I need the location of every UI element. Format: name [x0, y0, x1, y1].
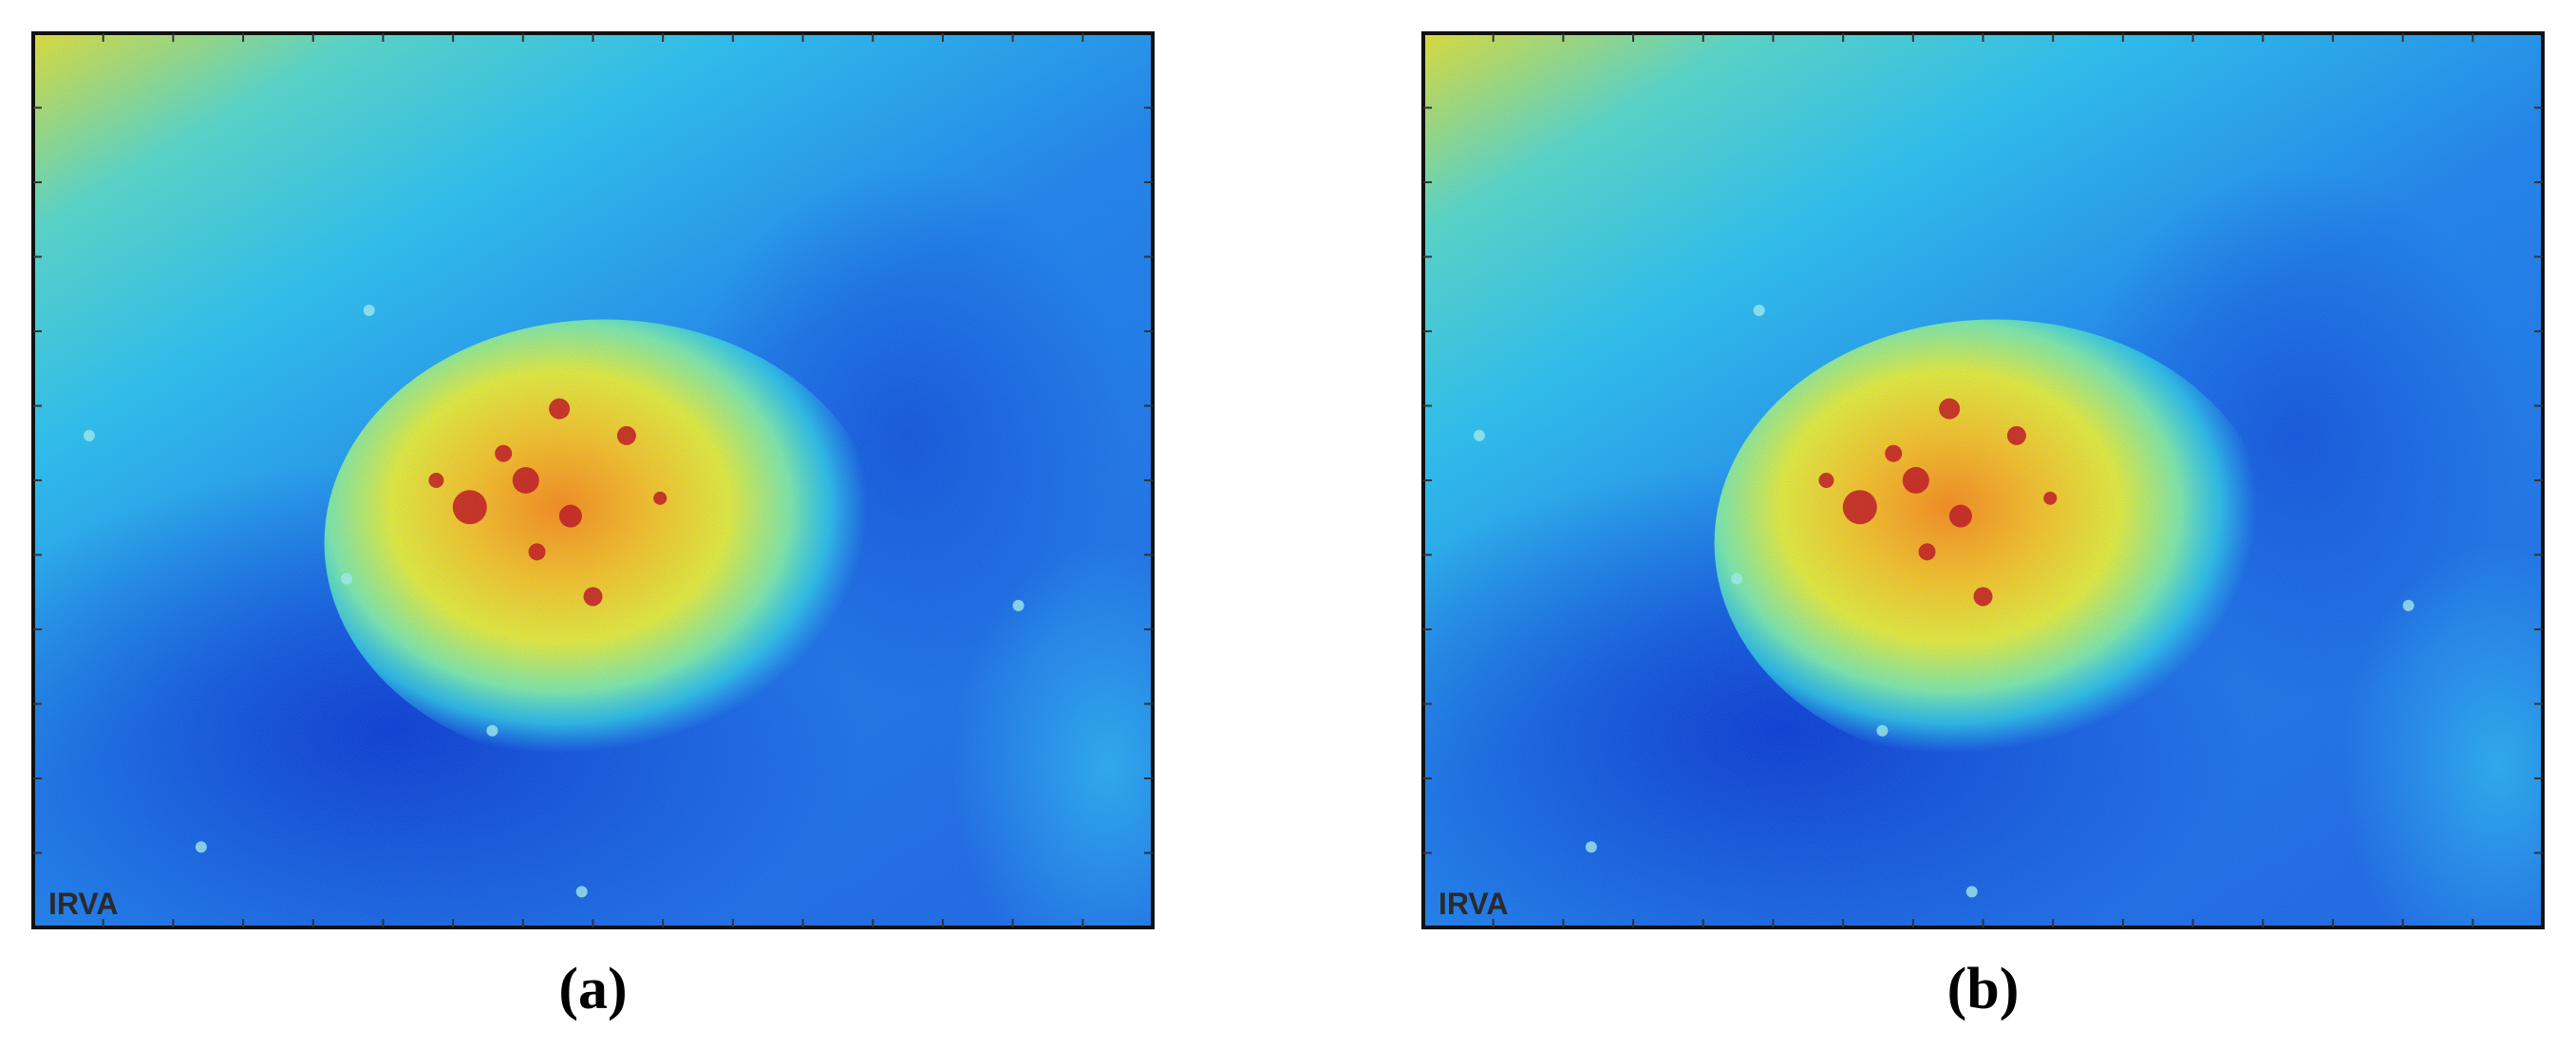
panel: IRVA	[31, 31, 1155, 929]
panel-caption: (b)	[1947, 957, 2020, 1021]
noise	[33, 33, 1153, 927]
heatmap	[33, 33, 1153, 927]
panel: IRVA	[1421, 31, 2545, 929]
overlay-label: IRVA	[48, 887, 119, 921]
overlay-label: IRVA	[1438, 887, 1509, 921]
panel-caption: (a)	[558, 957, 627, 1021]
heatmap	[1423, 33, 2543, 927]
noise	[1423, 33, 2543, 927]
